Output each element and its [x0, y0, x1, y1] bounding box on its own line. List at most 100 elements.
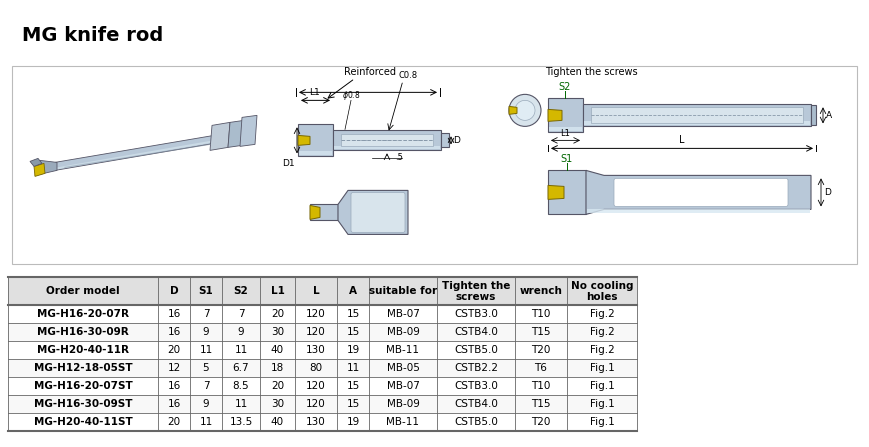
FancyBboxPatch shape: [810, 105, 815, 125]
Text: Tighten the
screws: Tighten the screws: [441, 281, 509, 302]
Text: CSTB3.0: CSTB3.0: [454, 309, 497, 319]
FancyBboxPatch shape: [8, 341, 636, 359]
FancyBboxPatch shape: [299, 152, 332, 156]
Text: 120: 120: [306, 309, 326, 319]
Text: Reinforced: Reinforced: [343, 67, 395, 77]
Polygon shape: [30, 158, 42, 166]
Text: 130: 130: [306, 417, 326, 427]
Circle shape: [514, 101, 534, 120]
Text: D: D: [453, 136, 460, 145]
Polygon shape: [209, 122, 229, 150]
Text: Fig.1: Fig.1: [589, 399, 614, 409]
Text: MG-H20-40-11R: MG-H20-40-11R: [37, 345, 129, 355]
Polygon shape: [298, 135, 309, 145]
Text: CSTB5.0: CSTB5.0: [454, 417, 497, 427]
FancyBboxPatch shape: [8, 323, 636, 341]
Text: L: L: [312, 287, 319, 296]
Text: 30: 30: [270, 399, 284, 409]
Polygon shape: [57, 139, 219, 169]
Text: 80: 80: [309, 363, 322, 373]
FancyBboxPatch shape: [334, 146, 440, 149]
Text: MB-09: MB-09: [386, 399, 419, 409]
Text: MB-07: MB-07: [386, 309, 419, 319]
Text: T15: T15: [531, 399, 550, 409]
Polygon shape: [55, 135, 220, 170]
Text: 11: 11: [199, 345, 212, 355]
Polygon shape: [338, 190, 408, 234]
FancyBboxPatch shape: [590, 107, 802, 123]
FancyBboxPatch shape: [8, 305, 636, 323]
Text: L1: L1: [560, 129, 569, 139]
Text: 40: 40: [270, 345, 284, 355]
Text: 11: 11: [346, 363, 359, 373]
FancyBboxPatch shape: [12, 66, 856, 265]
Text: T20: T20: [531, 417, 550, 427]
Text: L: L: [679, 135, 684, 145]
Text: 40: 40: [270, 417, 284, 427]
Text: 9: 9: [237, 327, 244, 337]
Text: A: A: [825, 111, 831, 120]
Polygon shape: [228, 120, 243, 148]
Text: MB-07: MB-07: [386, 381, 419, 391]
Text: S1: S1: [198, 287, 213, 296]
FancyBboxPatch shape: [8, 395, 636, 413]
Text: 9: 9: [202, 327, 209, 337]
Text: 16: 16: [167, 309, 181, 319]
FancyBboxPatch shape: [8, 413, 636, 431]
Polygon shape: [309, 206, 320, 219]
Text: 11: 11: [199, 417, 212, 427]
Text: CSTB4.0: CSTB4.0: [454, 399, 497, 409]
Text: 19: 19: [346, 345, 359, 355]
Polygon shape: [586, 170, 810, 215]
FancyBboxPatch shape: [441, 133, 448, 148]
Text: 20: 20: [167, 345, 181, 355]
FancyBboxPatch shape: [8, 278, 636, 305]
Polygon shape: [547, 110, 561, 122]
FancyBboxPatch shape: [309, 204, 338, 220]
Text: 18: 18: [270, 363, 284, 373]
Text: 12: 12: [167, 363, 181, 373]
Text: Fig.2: Fig.2: [589, 345, 614, 355]
Text: $\phi$0.8: $\phi$0.8: [342, 89, 360, 102]
Text: 15: 15: [346, 381, 359, 391]
Text: 11: 11: [234, 399, 248, 409]
Text: MG knife rod: MG knife rod: [22, 25, 163, 45]
FancyBboxPatch shape: [8, 377, 636, 395]
Text: S2: S2: [558, 82, 571, 93]
Text: CSTB5.0: CSTB5.0: [454, 345, 497, 355]
FancyBboxPatch shape: [547, 98, 582, 132]
Polygon shape: [35, 160, 57, 175]
Text: MG-H12-18-05ST: MG-H12-18-05ST: [34, 363, 132, 373]
Text: 13.5: 13.5: [229, 417, 252, 427]
Text: Fig.2: Fig.2: [589, 309, 614, 319]
Polygon shape: [547, 186, 563, 199]
FancyBboxPatch shape: [350, 192, 405, 232]
Text: T15: T15: [531, 327, 550, 337]
Text: Fig.2: Fig.2: [589, 327, 614, 337]
Text: MB-05: MB-05: [386, 363, 419, 373]
Polygon shape: [240, 115, 256, 146]
Text: T6: T6: [534, 363, 547, 373]
Text: 16: 16: [167, 399, 181, 409]
Text: Tighten the screws: Tighten the screws: [544, 67, 637, 77]
Text: CSTB3.0: CSTB3.0: [454, 381, 497, 391]
Text: L1: L1: [309, 89, 320, 97]
FancyBboxPatch shape: [582, 104, 810, 127]
Text: MB-11: MB-11: [386, 417, 419, 427]
Text: 120: 120: [306, 399, 326, 409]
Text: wrench: wrench: [519, 287, 561, 296]
FancyBboxPatch shape: [614, 178, 787, 207]
Text: Order model: Order model: [46, 287, 120, 296]
Text: 120: 120: [306, 327, 326, 337]
Text: S2: S2: [234, 287, 248, 296]
Text: CSTB2.2: CSTB2.2: [454, 363, 497, 373]
Text: 130: 130: [306, 345, 326, 355]
FancyBboxPatch shape: [8, 359, 636, 377]
Text: MG-H16-20-07ST: MG-H16-20-07ST: [34, 381, 132, 391]
Text: CSTB4.0: CSTB4.0: [454, 327, 497, 337]
Text: D: D: [823, 188, 830, 197]
Text: 5: 5: [202, 363, 209, 373]
Text: L1: L1: [270, 287, 284, 296]
Text: .5: .5: [395, 153, 402, 162]
Text: 15: 15: [346, 327, 359, 337]
